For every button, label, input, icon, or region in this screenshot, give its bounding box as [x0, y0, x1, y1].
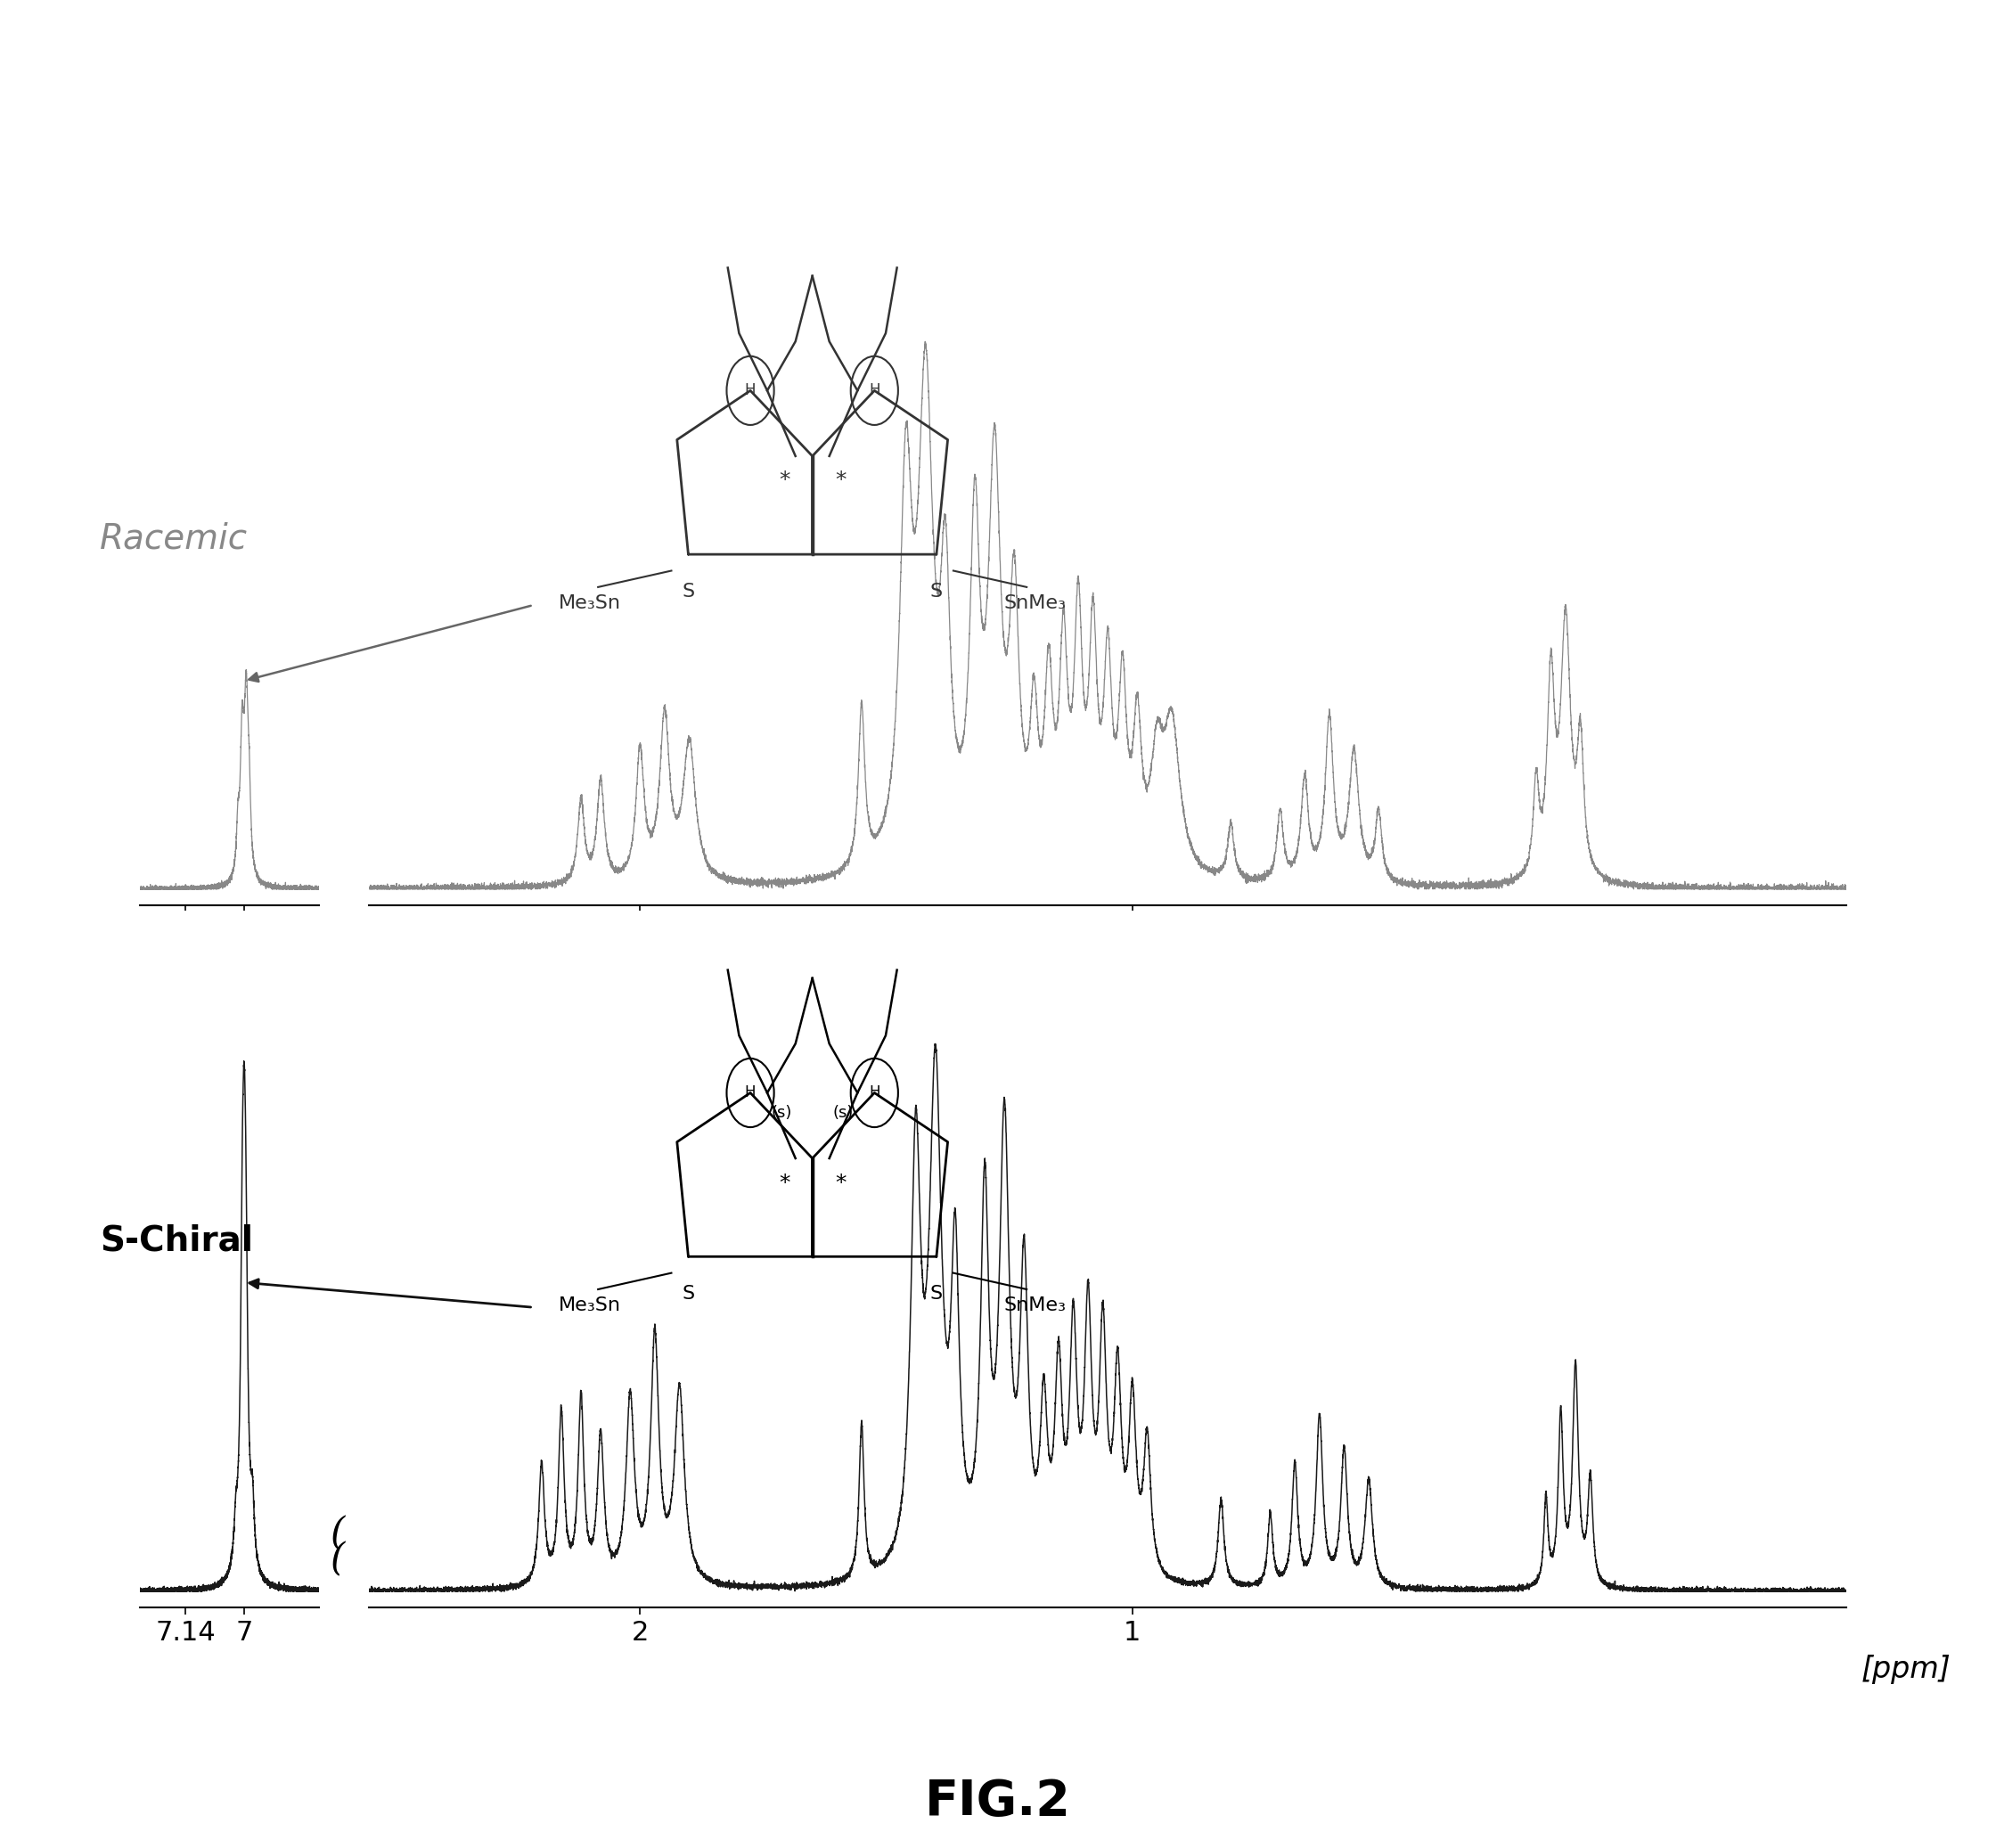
Text: *: * [778, 469, 790, 492]
Text: (
(: ( ( [329, 1515, 343, 1578]
Text: S-Chiral: S-Chiral [100, 1223, 253, 1258]
Text: Me₃Sn: Me₃Sn [559, 1297, 621, 1314]
Text: S: S [683, 582, 695, 601]
Text: *: * [834, 469, 846, 492]
Text: *: * [778, 1172, 790, 1194]
Text: (s): (s) [832, 1105, 854, 1122]
Text: SnMe₃: SnMe₃ [1004, 595, 1066, 612]
Text: S: S [930, 1284, 942, 1303]
Text: S: S [683, 1284, 695, 1303]
Text: [ppm]: [ppm] [1860, 1656, 1950, 1685]
Text: H: H [868, 1085, 880, 1101]
Text: (s): (s) [770, 1105, 792, 1122]
Text: *: * [834, 1172, 846, 1194]
Text: S: S [930, 582, 942, 601]
Text: FIG.2: FIG.2 [924, 1778, 1072, 1826]
Text: Me₃Sn: Me₃Sn [559, 595, 621, 612]
Text: Racemic: Racemic [100, 521, 248, 556]
Text: H: H [745, 1085, 756, 1101]
Text: H: H [745, 383, 756, 399]
Text: SnMe₃: SnMe₃ [1004, 1297, 1066, 1314]
Text: H: H [868, 383, 880, 399]
